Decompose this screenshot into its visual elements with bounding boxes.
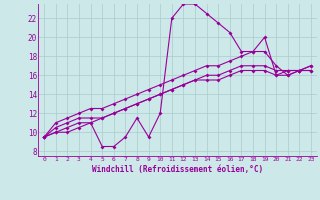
X-axis label: Windchill (Refroidissement éolien,°C): Windchill (Refroidissement éolien,°C) — [92, 165, 263, 174]
